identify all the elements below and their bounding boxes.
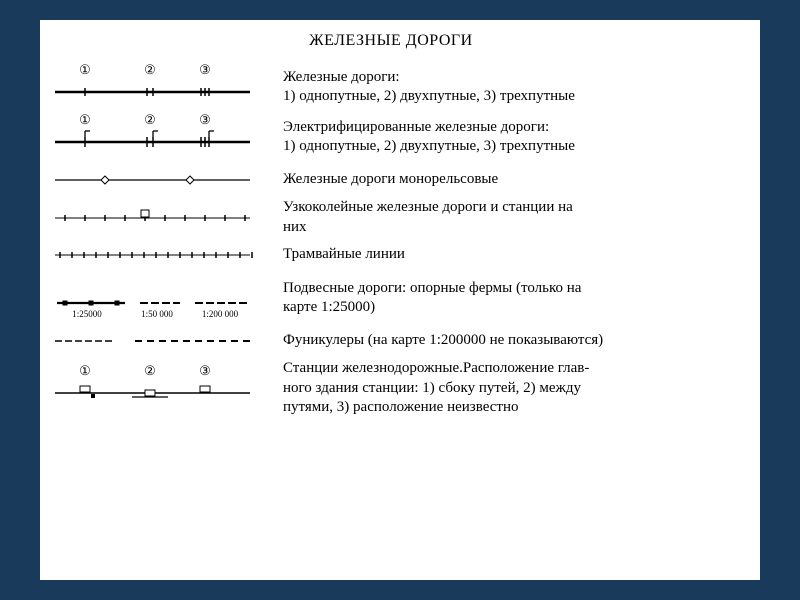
desc-line: Железные дороги:	[283, 69, 400, 85]
desc-monorail: Железные дороги монорельсовые	[283, 170, 742, 190]
desc-line: них	[283, 219, 307, 235]
desc-line: путями, 3) расположение неизвестно	[283, 399, 519, 415]
symbol-narrow	[40, 200, 265, 236]
legend-row-monorail: Железные дороги монорельсовые	[40, 162, 742, 198]
legend-row-narrow: Узкоколейные железные дороги и станции н…	[40, 198, 742, 237]
svg-text:1:50 000: 1:50 000	[141, 309, 173, 319]
legend-row-funicular: Фуникулеры (на карте 1:200000 не показыв…	[40, 323, 742, 359]
svg-text:1:200 000: 1:200 000	[202, 309, 239, 319]
svg-text:①: ①	[79, 62, 91, 77]
desc-line: 1) однопутные, 2) двухпутные, 3) трехпут…	[283, 88, 575, 104]
desc-tram: Трамвайные линии	[283, 245, 742, 265]
svg-text:1:25000: 1:25000	[72, 309, 102, 319]
page-title: ЖЕЛЕЗНЫЕ ДОРОГИ	[40, 32, 742, 50]
svg-text:③: ③	[199, 363, 211, 378]
desc-line: Электрифицированные железные дороги:	[283, 119, 549, 135]
legend-row-electrified: ① ② ③ Электрифицированные железные дороги: 1…	[40, 112, 742, 162]
desc-line: карте 1:25000)	[283, 299, 375, 315]
svg-text:③: ③	[199, 112, 211, 127]
desc-regular: Железные дороги: 1) однопутные, 2) двухп…	[283, 68, 742, 107]
svg-text:①: ①	[79, 112, 91, 127]
desc-line: Фуникулеры (на карте 1:200000 не показыв…	[283, 332, 603, 348]
symbol-stations: ① ② ③	[40, 363, 265, 413]
desc-line: ного здания станции: 1) сбоку путей, 2) …	[283, 380, 581, 396]
desc-funicular: Фуникулеры (на карте 1:200000 не показыв…	[283, 331, 742, 351]
symbol-tram	[40, 237, 265, 273]
symbol-monorail	[40, 162, 265, 198]
desc-line: Узкоколейные железные дороги и станции н…	[283, 199, 573, 215]
desc-line: 1) однопутные, 2) двухпутные, 3) трехпут…	[283, 138, 575, 154]
symbol-regular: ① ② ③	[40, 62, 265, 112]
symbol-suspended: 1:25000 1:50 000 1:200 000	[40, 273, 265, 323]
desc-narrow: Узкоколейные железные дороги и станции н…	[283, 198, 742, 237]
svg-text:①: ①	[79, 363, 91, 378]
desc-line: Трамвайные линии	[283, 246, 405, 262]
desc-suspended: Подвесные дороги: опорные фермы (только …	[283, 279, 742, 318]
svg-text:③: ③	[199, 62, 211, 77]
svg-text:②: ②	[144, 363, 156, 378]
desc-electrified: Электрифицированные железные дороги: 1) о…	[283, 118, 742, 157]
legend-row-suspended: 1:25000 1:50 000 1:200 000 Подвесные дороги…	[40, 273, 742, 323]
legend-rows: ① ② ③ Железные дороги: 1) однопутные, 2) дв…	[40, 62, 742, 418]
symbol-electrified: ① ② ③	[40, 112, 265, 162]
svg-text:②: ②	[144, 62, 156, 77]
svg-text:②: ②	[144, 112, 156, 127]
desc-line: Железные дороги монорельсовые	[283, 171, 498, 187]
desc-stations: Станции железнодорожные.Расположение гла…	[283, 359, 742, 418]
legend-page: ЖЕЛЕЗНЫЕ ДОРОГИ ① ② ③ Железные дороги: 1) о…	[40, 20, 760, 580]
desc-line: Подвесные дороги: опорные фермы (только …	[283, 280, 581, 296]
legend-row-regular: ① ② ③ Железные дороги: 1) однопутные, 2) дв…	[40, 62, 742, 112]
legend-row-tram: Трамвайные линии	[40, 237, 742, 273]
legend-row-stations: ① ② ③ Станции железнодорожные.Расположение …	[40, 359, 742, 418]
desc-line: Станции железнодорожные.Расположение гла…	[283, 360, 589, 376]
symbol-funicular	[40, 323, 265, 359]
